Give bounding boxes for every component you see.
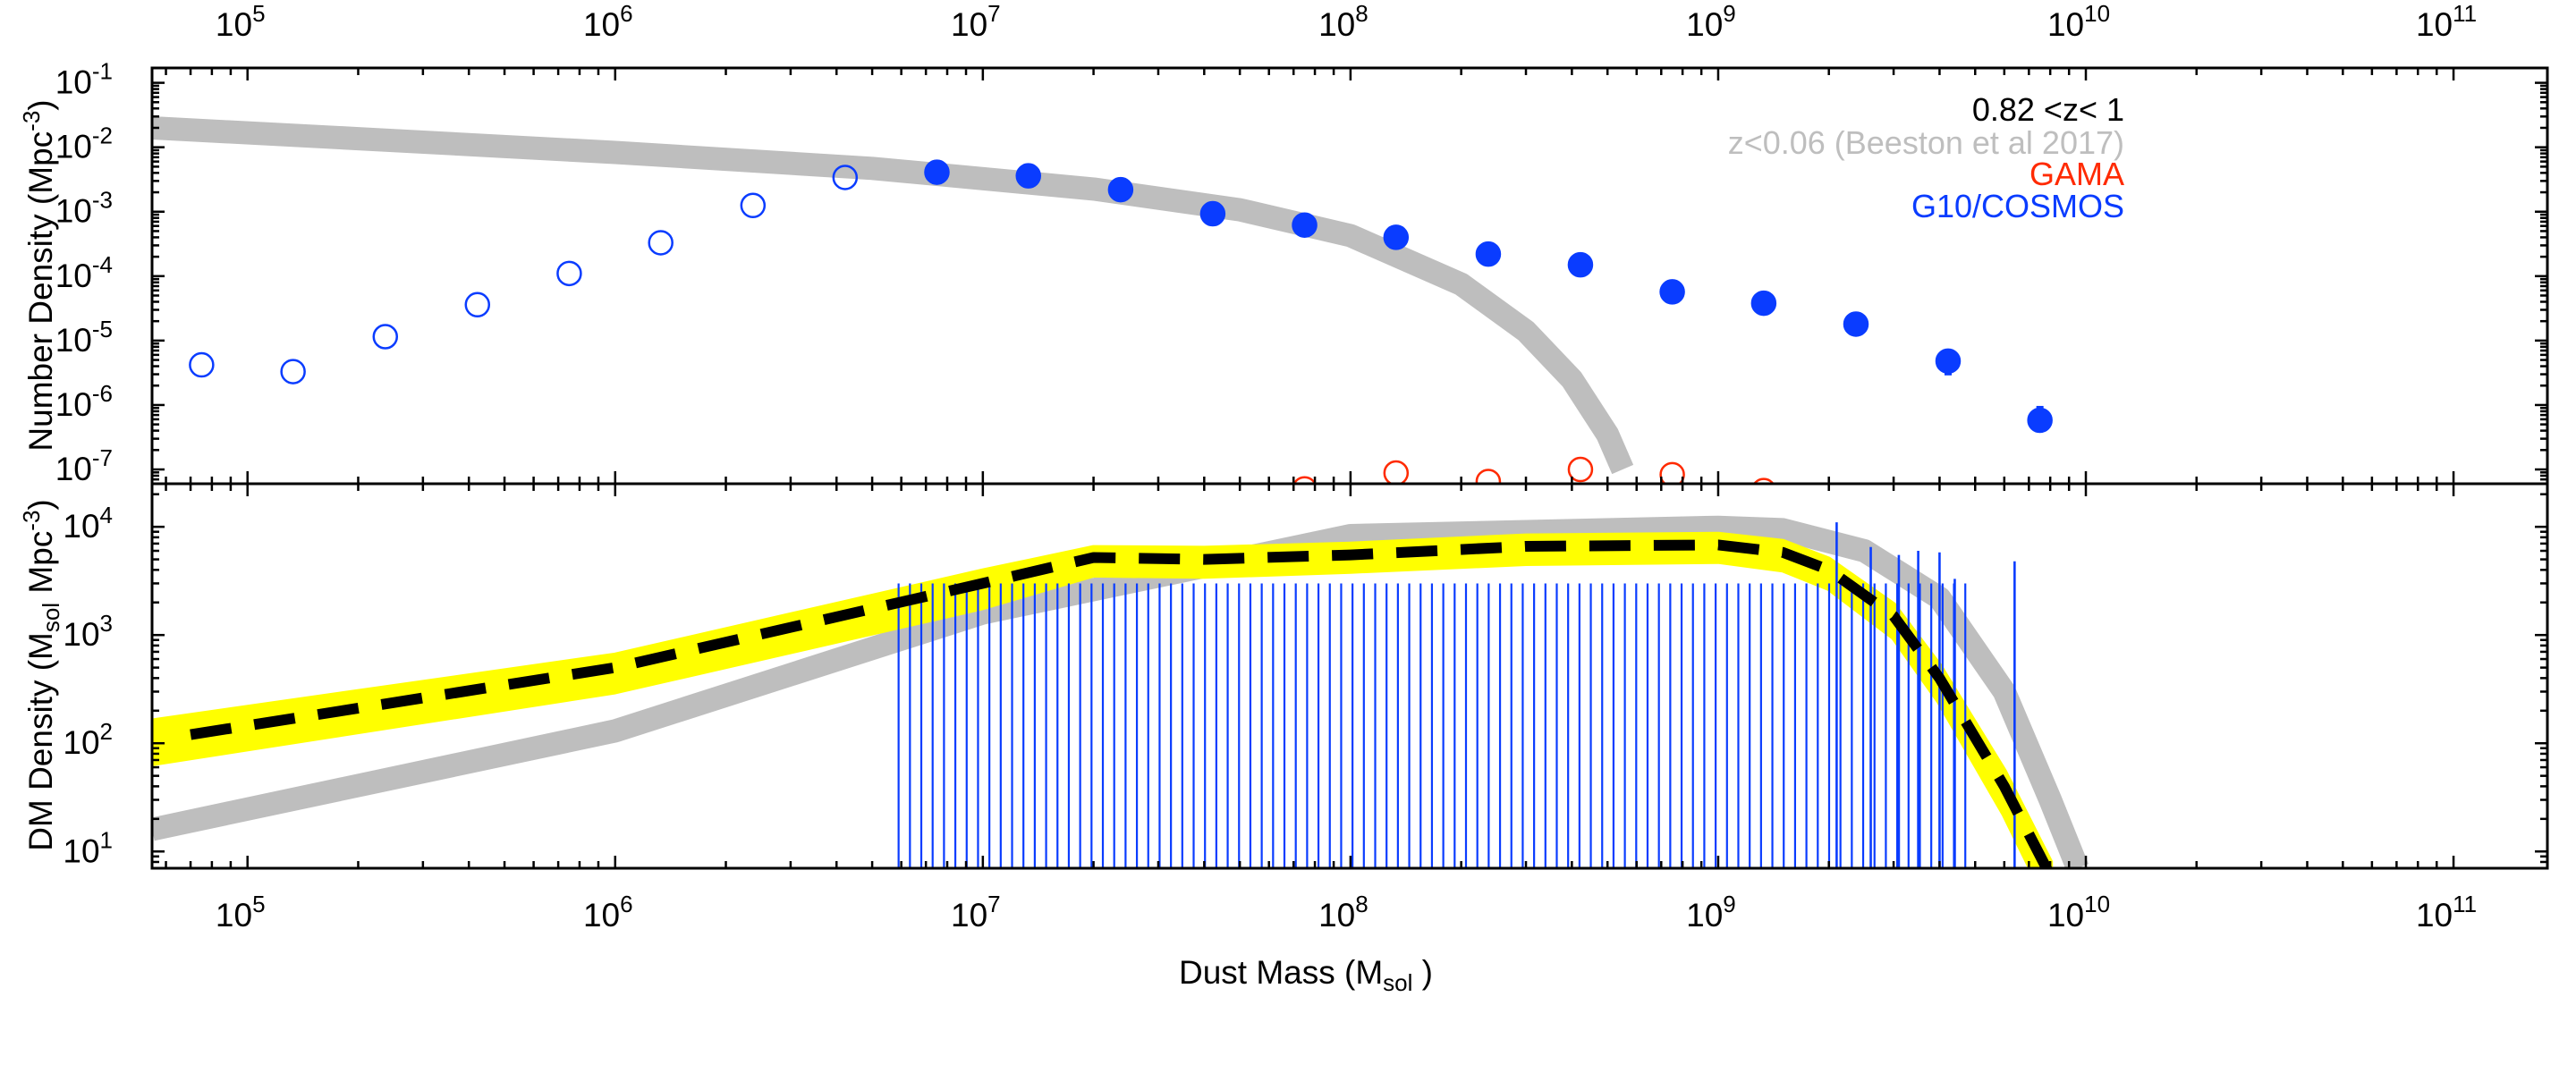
x-axis-title-close: ) bbox=[1412, 954, 1433, 991]
top-x-tick-exponent: 10 bbox=[2084, 0, 2110, 27]
bottom-y-tick-exponent: 2 bbox=[100, 718, 113, 745]
fit-uncertainty-band bbox=[152, 531, 2054, 868]
bottom-x-tick-exponent: 11 bbox=[2453, 891, 2477, 917]
top-y-axis-title-sup: -3 bbox=[18, 111, 45, 131]
top-x-tick-exponent: 5 bbox=[252, 0, 265, 27]
cosmos-filled-point bbox=[1935, 348, 1962, 375]
bottom-x-tick-label: 106 bbox=[583, 891, 633, 934]
cosmos-open-point bbox=[372, 324, 399, 350]
top-data-layer bbox=[152, 116, 2053, 484]
cosmos-filled-point bbox=[1843, 311, 1869, 337]
bottom-y-axis-title-mid: Mpc bbox=[22, 531, 59, 603]
gama-point bbox=[1383, 460, 1410, 484]
cosmos-open-point bbox=[740, 192, 767, 219]
x-axis-title-main: Dust Mass (M bbox=[1179, 954, 1383, 991]
gama-point bbox=[1752, 477, 1775, 484]
top-y-tick-exponent: -3 bbox=[92, 187, 113, 214]
top-x-tick-exponent: 6 bbox=[620, 0, 632, 27]
bottom-x-tick-exponent: 5 bbox=[252, 891, 265, 917]
gama-point bbox=[1475, 469, 1502, 484]
legend-beeston-label: z<0.06 (Beeston et al 2017) bbox=[1728, 124, 2124, 161]
top-y-tick-exponent: -7 bbox=[92, 444, 113, 471]
top-x-tick-exponent: 9 bbox=[1723, 0, 1735, 27]
x-axis-title-sub: sol bbox=[1383, 969, 1412, 996]
bottom-x-tick-exponent: 6 bbox=[620, 891, 632, 917]
cosmos-open-point bbox=[189, 351, 215, 378]
top-y-tick-exponent: -5 bbox=[92, 316, 113, 342]
top-y-tick-exponent: -2 bbox=[92, 123, 113, 149]
legend-redshift-label: 0.82 <z< 1 bbox=[1972, 91, 2124, 128]
cosmos-filled-point bbox=[1750, 290, 1777, 317]
legend-gama-label: GAMA bbox=[2029, 156, 2124, 192]
bottom-y-axis-title-close: ) bbox=[22, 499, 59, 510]
bottom-x-tick-exponent: 7 bbox=[987, 891, 1000, 917]
cosmos-open-point bbox=[556, 260, 582, 287]
cosmos-filled-point bbox=[1107, 176, 1134, 203]
cosmos-filled-point bbox=[1383, 224, 1410, 250]
bottom-data-layer bbox=[152, 515, 2089, 868]
legend-cosmos-label: G10/COSMOS bbox=[1911, 188, 2124, 224]
cosmos-filled-point bbox=[1292, 212, 1318, 238]
cosmos-filled-point bbox=[2027, 407, 2053, 434]
beeston-curve-bottom bbox=[152, 515, 2089, 868]
bottom-x-tick-exponent: 9 bbox=[1723, 891, 1735, 917]
cosmos-open-point bbox=[280, 359, 306, 384]
cosmos-filled-point bbox=[1015, 163, 1042, 189]
bottom-y-axis-title-sub: sol bbox=[38, 603, 64, 632]
cosmos-open-point bbox=[832, 165, 859, 190]
bottom-x-tick-exponent: 10 bbox=[2084, 891, 2110, 917]
top-x-tick-label: 108 bbox=[1318, 0, 1368, 43]
top-y-tick-exponent: -1 bbox=[92, 58, 113, 85]
cosmos-filled-point bbox=[1475, 241, 1502, 267]
top-x-tick-label: 107 bbox=[951, 0, 1001, 43]
gama-point bbox=[1659, 461, 1685, 484]
cosmos-open-point bbox=[648, 230, 674, 256]
gama-point bbox=[1567, 456, 1594, 483]
top-y-axis-title-close: ) bbox=[22, 99, 59, 110]
top-x-tick-exponent: 8 bbox=[1355, 0, 1368, 27]
bottom-y-axis-title-sup: -3 bbox=[18, 511, 45, 531]
bottom-y-tick-exponent: 1 bbox=[100, 826, 113, 853]
top-y-tick-exponent: -6 bbox=[92, 380, 113, 407]
fit-median-dashed-line bbox=[190, 539, 2053, 868]
cosmos-filled-point bbox=[1567, 251, 1594, 278]
top-x-tick-exponent: 11 bbox=[2453, 0, 2477, 27]
top-y-axis-title-main: Number Density (Mpc bbox=[22, 131, 59, 452]
cosmos-open-point bbox=[464, 291, 491, 318]
cosmos-filled-point bbox=[1659, 279, 1685, 305]
top-legend: 0.82 <z< 1 z<0.06 (Beeston et al 2017) G… bbox=[1728, 91, 2124, 224]
bottom-y-axis-title-main: DM Density (M bbox=[22, 632, 59, 851]
x-axis-title: Dust Mass (Msol ) bbox=[1179, 954, 1433, 996]
gama-point bbox=[1292, 476, 1317, 484]
bottom-y-tick-exponent: 4 bbox=[100, 502, 113, 528]
cosmos-filled-point bbox=[1199, 200, 1226, 227]
bottom-x-tick-exponent: 8 bbox=[1355, 891, 1368, 917]
cosmos-filled-point bbox=[924, 159, 950, 185]
top-y-tick-exponent: -4 bbox=[92, 251, 113, 278]
bottom-y-axis-title: DM Density (Msol Mpc-3) bbox=[18, 499, 64, 851]
bottom-y-tick-exponent: 3 bbox=[100, 610, 113, 637]
top-x-tick-exponent: 7 bbox=[987, 0, 1000, 27]
top-y-axis-title: Number Density (Mpc-3) bbox=[18, 99, 59, 451]
